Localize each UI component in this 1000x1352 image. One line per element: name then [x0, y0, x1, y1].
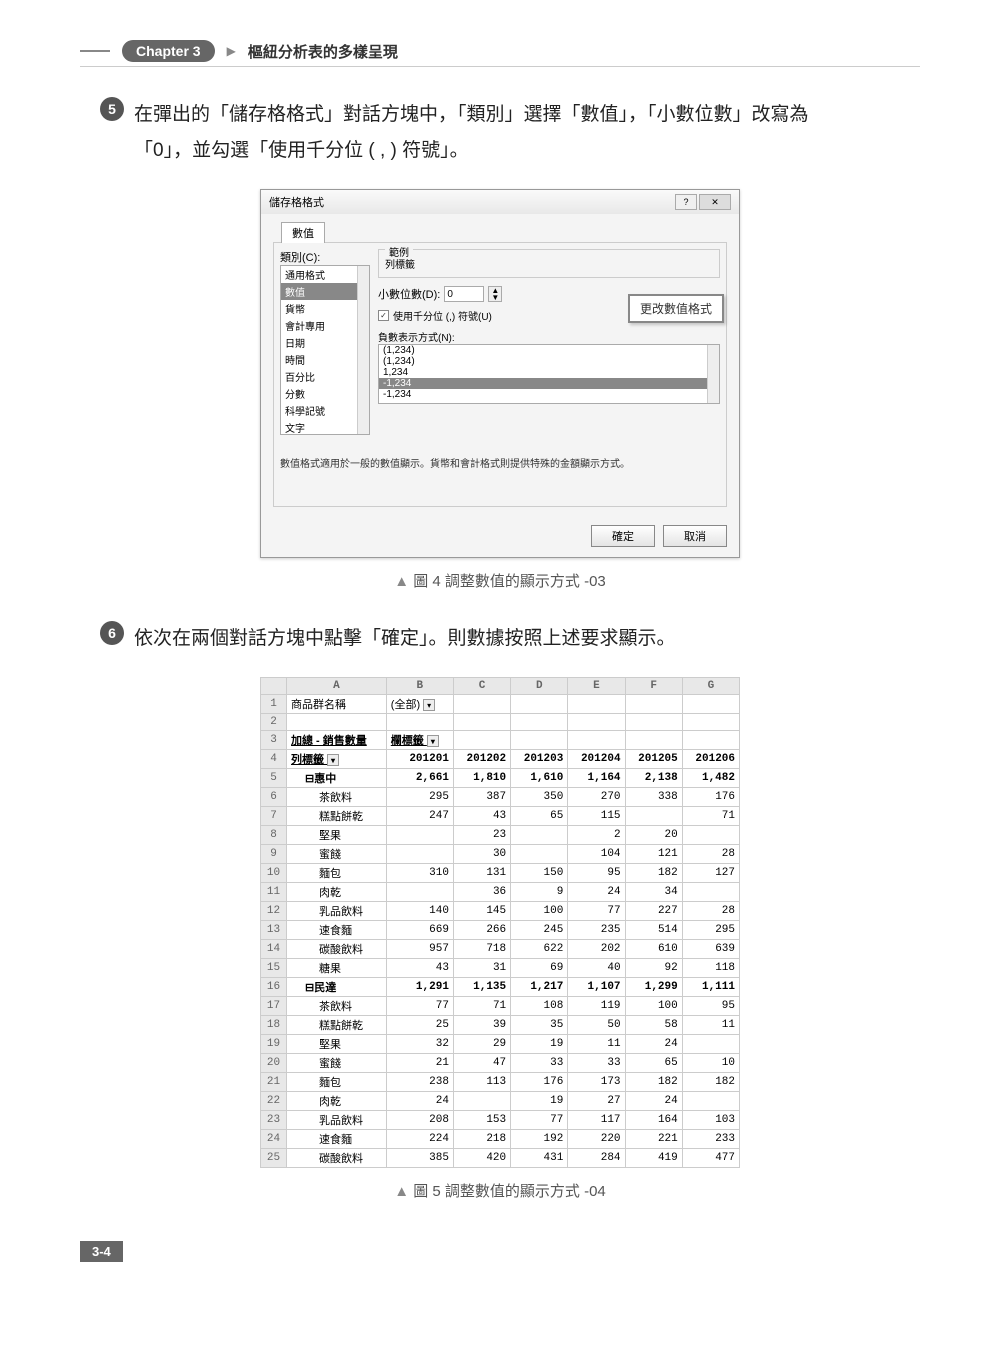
header-title: 樞紐分析表的多樣呈現 [248, 41, 398, 62]
category-item[interactable]: 通用格式 [281, 266, 369, 283]
category-item[interactable]: 會計專用 [281, 317, 369, 334]
cancel-button[interactable]: 取消 [663, 525, 727, 547]
close-button[interactable]: ✕ [699, 194, 731, 210]
col-header: E [568, 678, 625, 695]
figure-5-caption: ▲ 圖 5 調整數值的顯示方式 -04 [80, 1180, 920, 1201]
sample-value: 列標籤 [385, 256, 713, 271]
callout-annotation: 更改數值格式 [628, 294, 724, 323]
scrollbar[interactable] [357, 266, 369, 434]
col-header: D [511, 678, 568, 695]
category-item[interactable]: 分數 [281, 385, 369, 402]
col-header: G [682, 678, 739, 695]
col-header: C [453, 678, 510, 695]
category-item[interactable]: 時間 [281, 351, 369, 368]
thousands-label: 使用千分位 (,) 符號(U) [393, 308, 492, 323]
step-num-6: 6 [100, 621, 124, 645]
dialog-footer: 確定 取消 [261, 515, 739, 557]
category-item[interactable]: 貨幣 [281, 300, 369, 317]
category-item[interactable]: 日期 [281, 334, 369, 351]
pivot-table: ABCDEFG1商品群名稱(全部) ▾23加總 - 銷售數量欄標籤 ▾4列標籤 … [260, 677, 740, 1168]
decimal-row: 小數位數(D): ▲▼ [378, 286, 502, 302]
step-text-5: 在彈出的「儲存格格式」對話方塊中，「類別」選擇「數值」，「小數位數」改寫為「0」… [134, 97, 860, 169]
category-item[interactable]: 百分比 [281, 368, 369, 385]
step-text-6: 依次在兩個對話方塊中點擊「確定」。則數據按照上述要求顯示。 [134, 621, 676, 657]
format-cells-dialog: 儲存格格式 ? ✕ 數值 類別(C): 通用格式數值貨幣會計專用日期時間百分比分… [260, 189, 740, 558]
page-footer: 3-4 [80, 1241, 920, 1262]
decimal-label: 小數位數(D): [378, 286, 440, 302]
chevron-right-icon: ▶ [227, 44, 236, 58]
col-header: A [287, 678, 387, 695]
negative-item[interactable]: (1,234) [379, 356, 719, 367]
step-6: 6 依次在兩個對話方塊中點擊「確定」。則數據按照上述要求顯示。 [100, 621, 860, 657]
decimal-input[interactable] [444, 286, 484, 302]
col-header: B [386, 678, 453, 695]
dialog-title: 儲存格格式 [269, 194, 324, 210]
category-listbox[interactable]: 通用格式數值貨幣會計專用日期時間百分比分數科學記號文字特殊自訂 [280, 265, 370, 435]
step-num-5: 5 [100, 97, 124, 121]
checkbox-icon[interactable]: ✓ [378, 310, 389, 321]
negative-label: 負數表示方式(N): [378, 329, 720, 344]
tab-number[interactable]: 數值 [281, 222, 325, 243]
negative-item[interactable]: -1,234 [379, 378, 719, 389]
dialog-titlebar: 儲存格格式 ? ✕ [261, 190, 739, 214]
dropdown-icon[interactable]: ▾ [427, 735, 439, 747]
step-5: 5 在彈出的「儲存格格式」對話方塊中，「類別」選擇「數值」，「小數位數」改寫為「… [100, 97, 860, 169]
category-item[interactable]: 文字 [281, 419, 369, 435]
figure-4-caption: ▲ 圖 4 調整數值的顯示方式 -03 [80, 570, 920, 591]
format-note: 數值格式適用於一般的數值顯示。貨幣和會計格式則提供特殊的金額顯示方式。 [280, 455, 720, 470]
category-section: 類別(C): 通用格式數值貨幣會計專用日期時間百分比分數科學記號文字特殊自訂 [280, 249, 370, 435]
col-header [261, 678, 287, 695]
dropdown-icon[interactable]: ▾ [423, 699, 435, 711]
sample-group: 範例 列標籤 [378, 249, 720, 278]
page-number: 3-4 [80, 1241, 123, 1262]
spin-buttons[interactable]: ▲▼ [488, 286, 502, 302]
sample-label: 範例 [385, 244, 413, 259]
col-header: F [625, 678, 682, 695]
ok-button[interactable]: 確定 [591, 525, 655, 547]
negative-item[interactable]: -1,234 [379, 389, 719, 400]
help-button[interactable]: ? [675, 194, 697, 210]
category-label: 類別(C): [280, 249, 370, 265]
header-rule [80, 50, 110, 52]
negative-item[interactable]: 1,234 [379, 367, 719, 378]
scrollbar[interactable] [707, 345, 719, 403]
category-item[interactable]: 數值 [281, 283, 369, 300]
negative-item[interactable]: (1,234) [379, 345, 719, 356]
category-item[interactable]: 科學記號 [281, 402, 369, 419]
dialog-body: 數值 類別(C): 通用格式數值貨幣會計專用日期時間百分比分數科學記號文字特殊自… [261, 214, 739, 515]
settings-panel: 範例 列標籤 小數位數(D): ▲▼ ✓ 使用千分位 (,) 符號( [378, 249, 720, 435]
negative-listbox[interactable]: (1,234)(1,234)1,234-1,234-1,234 [378, 344, 720, 404]
chapter-badge: Chapter 3 [122, 40, 215, 62]
dropdown-icon[interactable]: ▾ [327, 754, 339, 766]
page-header: Chapter 3 ▶ 樞紐分析表的多樣呈現 [80, 40, 920, 67]
